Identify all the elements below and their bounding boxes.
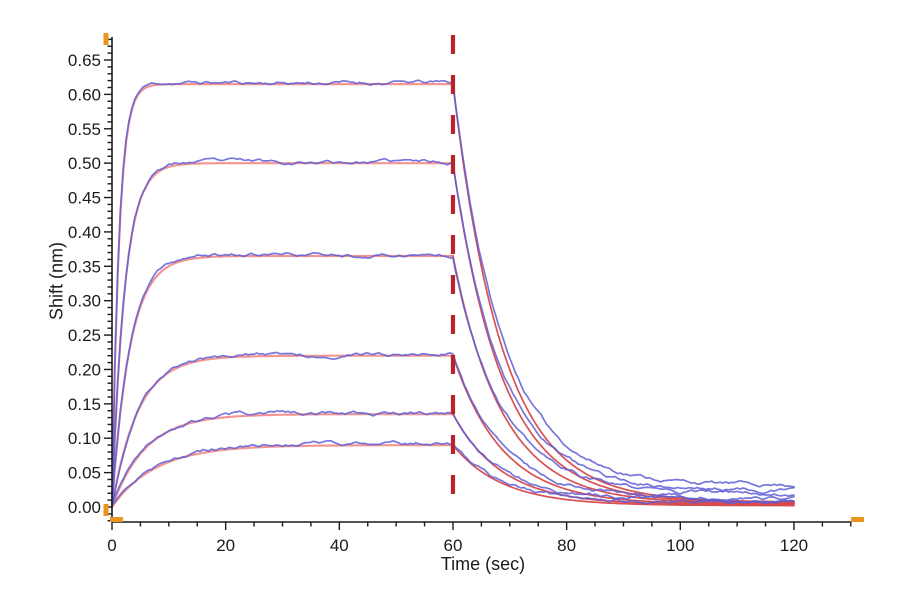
x-axis-left-marker	[110, 517, 123, 522]
x-tick-label-0: 0	[107, 536, 116, 555]
y-tick-label-0.30: 0.30	[68, 292, 101, 311]
y-tick-label-0.00: 0.00	[68, 498, 101, 517]
y-tick-label-0.35: 0.35	[68, 257, 101, 276]
y-tick-label-0.55: 0.55	[68, 120, 101, 139]
y-axis-title: Shift (nm)	[46, 241, 67, 321]
axis-range-markers	[103, 33, 864, 522]
y-tick-label-0.65: 0.65	[68, 51, 101, 70]
x-tick-label-100: 100	[666, 536, 694, 555]
x-tick-label-60: 60	[444, 536, 463, 555]
x-tick-label-120: 120	[780, 536, 808, 555]
y-axis-bottom-marker	[103, 504, 109, 516]
x-axis-right-marker	[851, 517, 864, 522]
y-axis-top-marker	[103, 33, 109, 45]
y-tick-label-0.50: 0.50	[68, 154, 101, 173]
fit-trace-4	[110, 354, 795, 509]
data-trace-4	[111, 351, 795, 508]
y-tick-label-0.05: 0.05	[68, 464, 101, 483]
x-axis-title: Time (sec)	[440, 554, 526, 574]
x-tick-label-20: 20	[216, 536, 235, 555]
y-axis-ticks: 0.00 0.05 0.10 0.15 0.20 0.25 0.30 0.35 0.40 0.45…	[68, 38, 112, 522]
y-tick-label-0.25: 0.25	[68, 326, 101, 345]
y-tick-label-0.10: 0.10	[68, 429, 101, 448]
fit-trace-2	[110, 162, 795, 509]
x-tick-label-80: 80	[557, 536, 576, 555]
y-tick-label-0.15: 0.15	[68, 395, 101, 414]
y-tick-label-0.20: 0.20	[68, 360, 101, 379]
y-tick-label-0.60: 0.60	[68, 85, 101, 104]
x-tick-label-40: 40	[330, 536, 349, 555]
y-tick-label-0.40: 0.40	[68, 223, 101, 242]
y-tick-label-0.45: 0.45	[68, 189, 101, 208]
data-trace-3	[111, 251, 795, 507]
x-axis-ticks: 0 20 40 60 80 100 120	[107, 522, 852, 555]
